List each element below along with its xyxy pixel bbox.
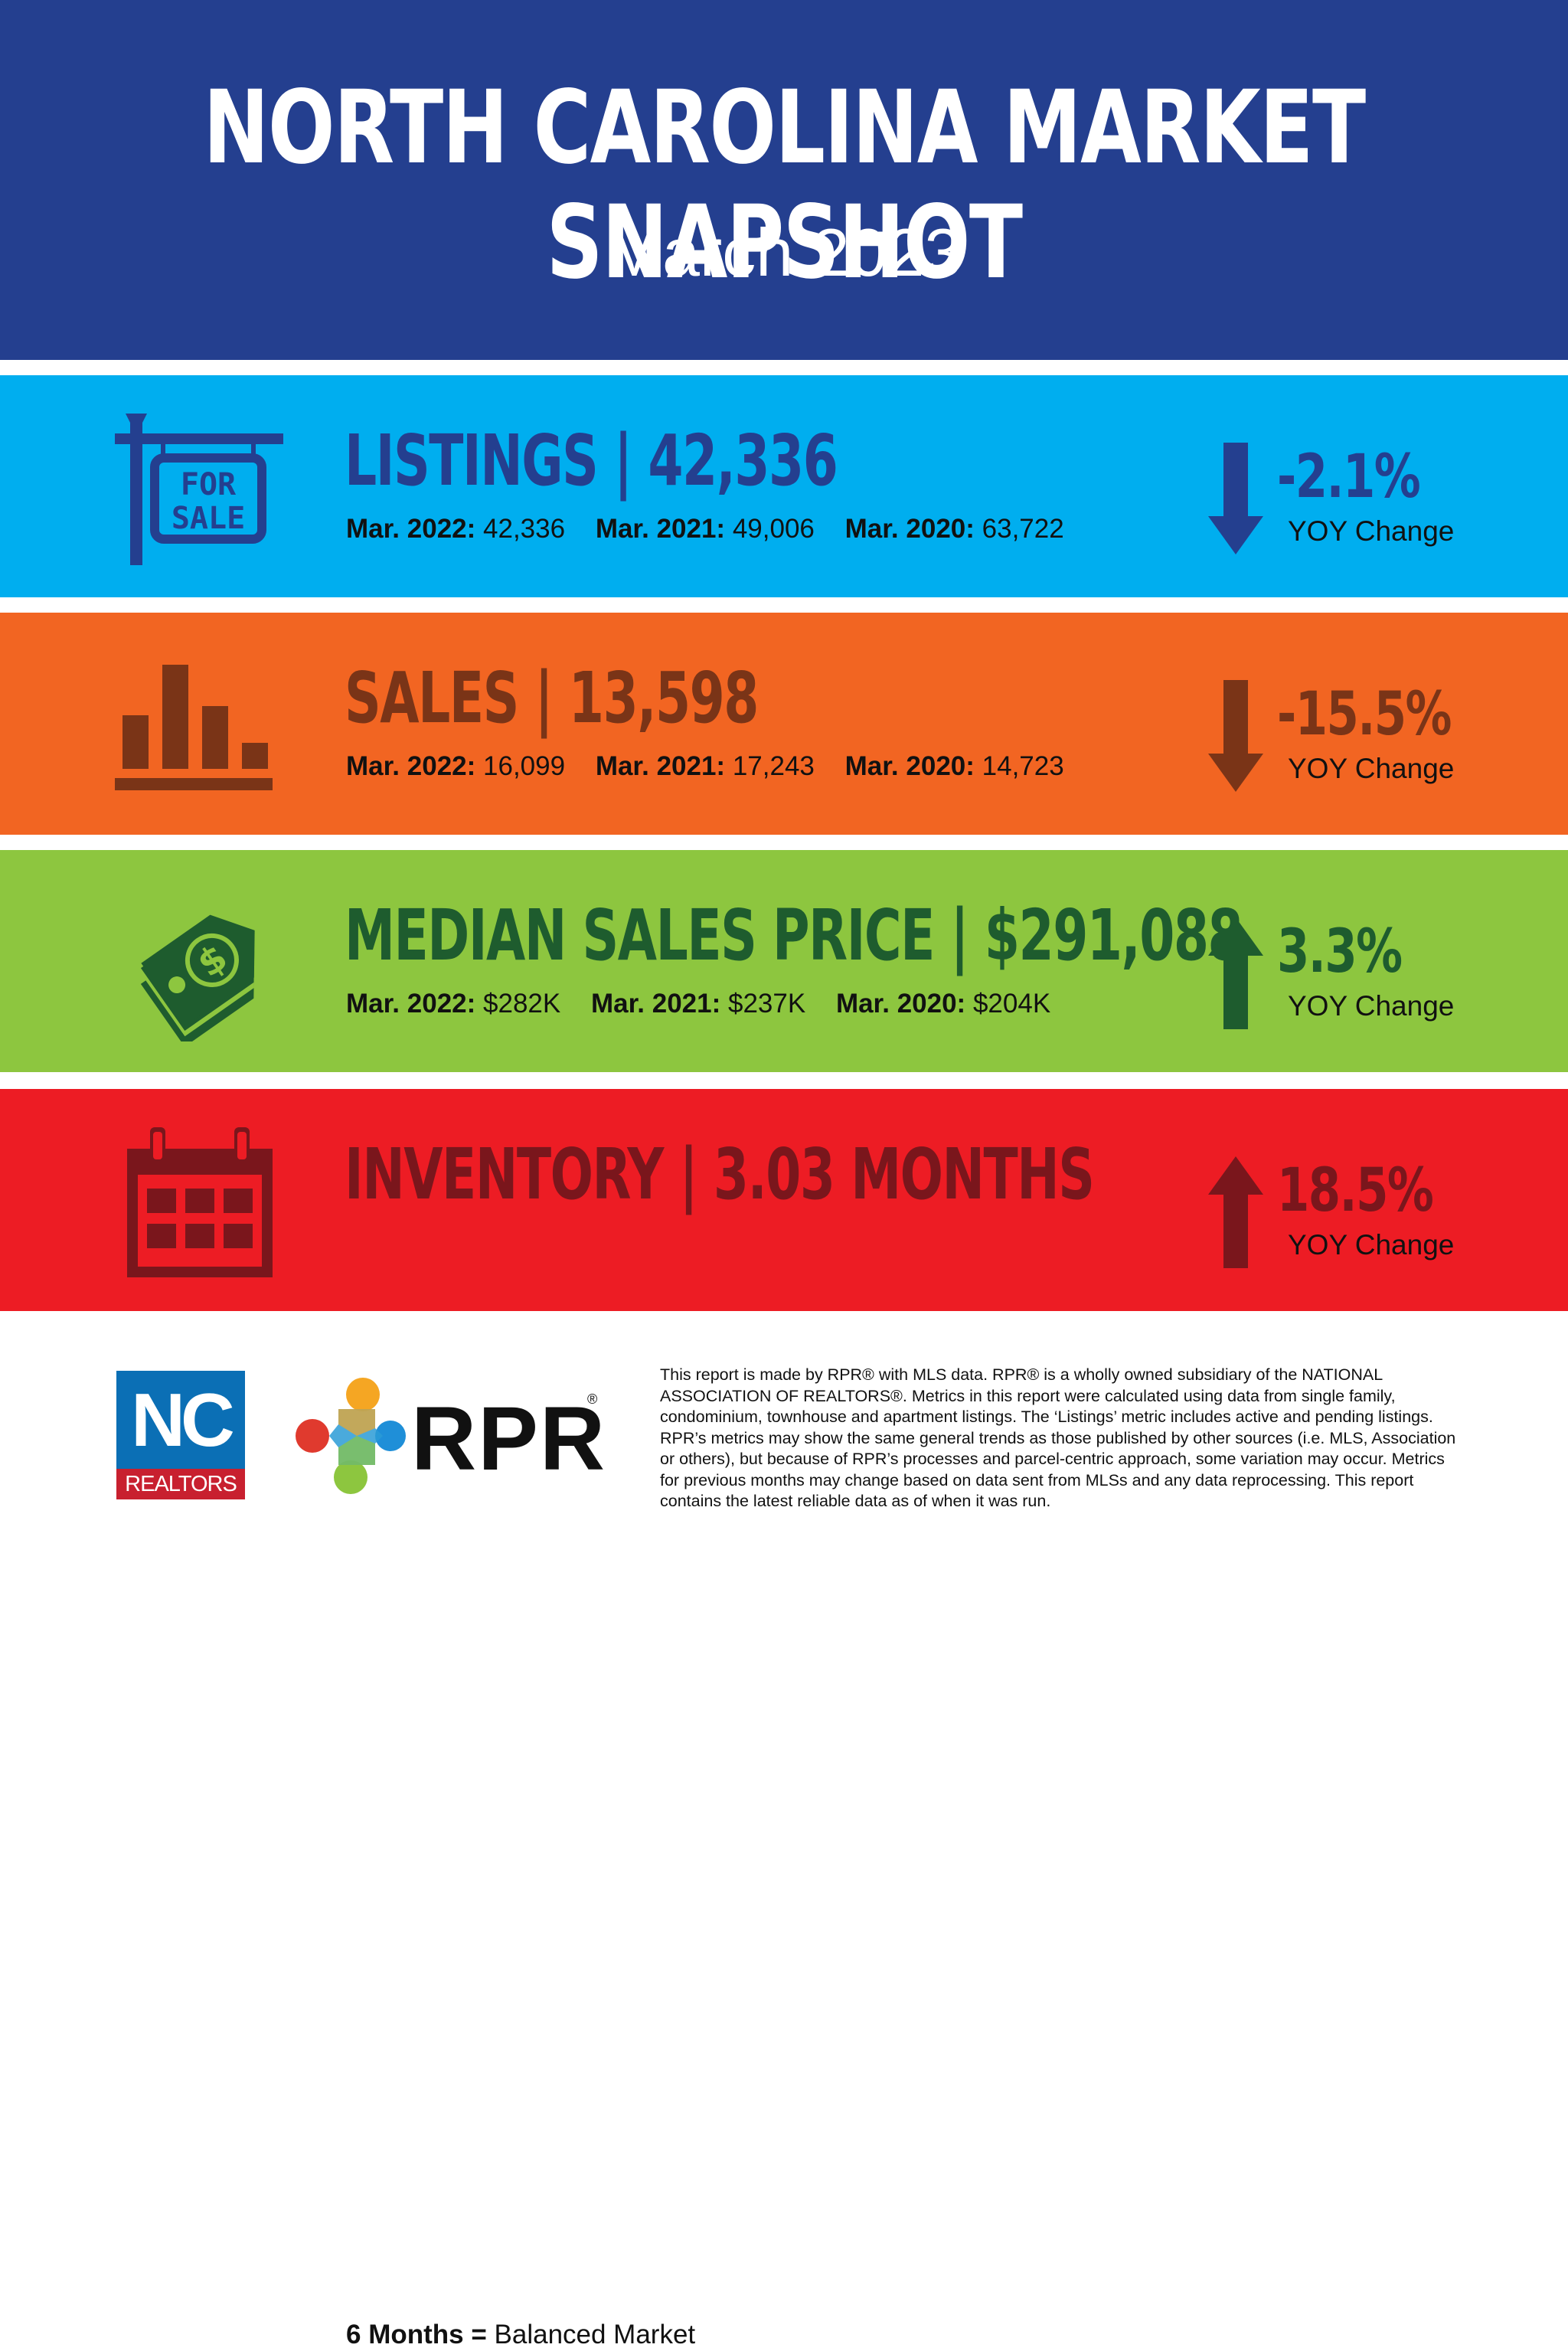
listings-yoy-change: -2.1% bbox=[1277, 443, 1421, 512]
svg-text:FOR: FOR bbox=[181, 467, 237, 502]
sales-headline: SALES | 13,598 bbox=[345, 657, 759, 739]
inventory-note: 6 Months = Balanced Market bbox=[346, 2319, 695, 2351]
median-price-history: Mar. 2022: $282K Mar. 2021: $237K Mar. 2… bbox=[346, 988, 1050, 1020]
listings-headline: LISTINGS | 42,336 bbox=[345, 420, 838, 502]
arrow-up-icon bbox=[1208, 1156, 1263, 1268]
history-value: 14,723 bbox=[982, 751, 1064, 781]
note-label: 6 Months = bbox=[346, 2320, 487, 2349]
history-label: Mar. 2020: bbox=[844, 514, 975, 544]
svg-text:SALE: SALE bbox=[172, 501, 245, 536]
disclaimer-text: This report is made by RPR® with MLS dat… bbox=[660, 1365, 1456, 1510]
history-value: 63,722 bbox=[982, 514, 1064, 544]
listings-history: Mar. 2022: 42,336 Mar. 2021: 49,006 Mar.… bbox=[346, 513, 1064, 545]
arrow-down-icon bbox=[1208, 680, 1263, 792]
inventory-panel: INVENTORY | 3.03 MONTHS 6 Months = Balan… bbox=[0, 1089, 1568, 2349]
history-value: $282K bbox=[483, 989, 561, 1019]
arrow-down-icon bbox=[1208, 443, 1263, 554]
history-label: Mar. 2021: bbox=[595, 514, 726, 544]
sales-history: Mar. 2022: 16,099 Mar. 2021: 17,243 Mar.… bbox=[346, 750, 1064, 783]
inventory-headline: INVENTORY | 3.03 MONTHS bbox=[345, 1133, 1095, 1215]
note-value: Balanced Market bbox=[494, 2320, 696, 2349]
history-value: 17,243 bbox=[732, 751, 815, 781]
yoy-change-label: YOY Change bbox=[1288, 1229, 1455, 1261]
bar-chart-icon bbox=[115, 665, 273, 790]
history-value: $204K bbox=[972, 989, 1051, 1019]
rpr-logo: RPR ® bbox=[292, 1375, 606, 1497]
median-price-yoy-change: 3.3% bbox=[1277, 917, 1403, 986]
history-label: Mar. 2022: bbox=[346, 751, 476, 781]
history-value: $237K bbox=[727, 989, 806, 1019]
listings-panel: FOR SALE LISTINGS | 42,336 Mar. 2022: 42… bbox=[0, 375, 1568, 597]
sales-panel: SALES | 13,598 Mar. 2022: 16,099 Mar. 20… bbox=[0, 613, 1568, 835]
header-banner: NORTH CAROLINA MARKET SNAPSHOT March 202… bbox=[0, 0, 1568, 360]
inventory-yoy-change: 18.5% bbox=[1277, 1156, 1434, 1225]
median-price-panel: $ MEDIAN SALES PRICE | $291,088 Mar. 202… bbox=[0, 850, 1568, 1072]
price-tag-icon: $ bbox=[140, 914, 255, 1041]
history-value: 49,006 bbox=[732, 514, 815, 544]
for-sale-sign-icon: FOR SALE bbox=[115, 414, 283, 565]
arrow-up-icon bbox=[1208, 917, 1263, 1029]
history-label: Mar. 2022: bbox=[346, 514, 476, 544]
page-subtitle: March 2023 bbox=[606, 214, 962, 290]
rpr-logo-mark-icon bbox=[296, 1378, 406, 1494]
nc-logo-text: NC bbox=[116, 1371, 245, 1469]
nc-realtors-logo: NC REALTORS bbox=[116, 1371, 245, 1499]
history-label: Mar. 2021: bbox=[595, 751, 726, 781]
yoy-change-label: YOY Change bbox=[1288, 990, 1455, 1022]
history-label: Mar. 2020: bbox=[835, 989, 966, 1019]
median-price-headline: MEDIAN SALES PRICE | $291,088 bbox=[345, 894, 1243, 976]
history-value: 16,099 bbox=[483, 751, 566, 781]
history-value: 42,336 bbox=[483, 514, 566, 544]
nc-logo-subtext: REALTORS bbox=[116, 1469, 245, 1499]
sales-yoy-change: -15.5% bbox=[1277, 680, 1452, 749]
history-label: Mar. 2020: bbox=[844, 751, 975, 781]
history-label: Mar. 2021: bbox=[590, 989, 721, 1019]
history-label: Mar. 2022: bbox=[346, 989, 476, 1019]
rpr-logo-text: RPR bbox=[411, 1388, 607, 1489]
yoy-change-label: YOY Change bbox=[1288, 753, 1455, 784]
page-title: NORTH CAROLINA MARKET SNAPSHOT bbox=[203, 69, 1366, 302]
calendar-icon bbox=[127, 1127, 273, 1277]
yoy-change-label: YOY Change bbox=[1288, 515, 1455, 547]
registered-mark: ® bbox=[587, 1391, 598, 1407]
